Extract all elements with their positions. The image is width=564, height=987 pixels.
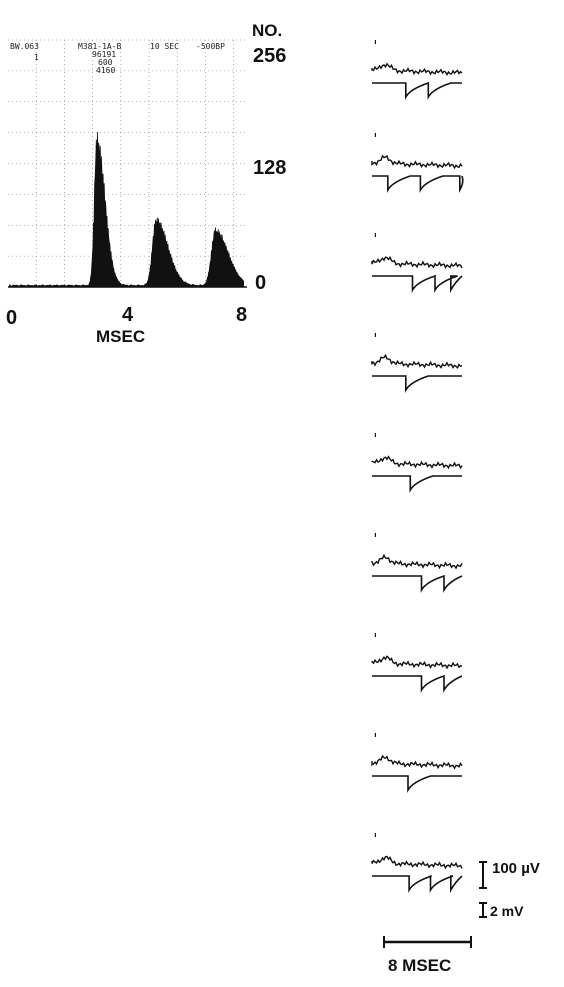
scale-label-voltage-lower: 2 mV (490, 903, 524, 919)
upper-trace (371, 154, 463, 170)
upper-trace (371, 553, 463, 570)
lower-trace (372, 81, 462, 101)
header-left-sub: 1 (34, 53, 39, 62)
histogram-area (9, 132, 244, 288)
y-tick-128: 128 (253, 157, 287, 179)
upper-trace (371, 754, 463, 770)
upper-trace (371, 655, 463, 670)
lower-trace (372, 674, 463, 694)
lower-trace (372, 175, 464, 194)
x-tick-4: 4 (122, 304, 134, 326)
histogram-svg (8, 39, 247, 288)
scale-label-voltage-upper: 100 µV (492, 860, 540, 877)
x-tick-8: 8 (236, 304, 248, 326)
header-right-2: -500BP (196, 42, 225, 51)
upper-trace (371, 855, 463, 870)
upper-trace (371, 255, 463, 269)
lower-trace (372, 274, 463, 294)
header-center-sub-2: 600 (98, 58, 113, 67)
header-center: M381-1A-B (78, 42, 122, 51)
lower-trace (372, 475, 462, 494)
y-axis-unit: NO. (252, 21, 283, 40)
upper-trace (371, 455, 463, 470)
lower-trace (372, 775, 462, 794)
header-center-sub-3: 4160 (96, 66, 116, 75)
lower-trace (372, 875, 463, 894)
lower-trace (372, 375, 462, 394)
header-right-1: 10 SEC (150, 42, 179, 51)
upper-trace (371, 353, 463, 370)
y-tick-0: 0 (255, 272, 267, 294)
x-axis-unit: MSEC (96, 327, 146, 346)
x-tick-0: 0 (6, 307, 18, 329)
upper-trace (371, 62, 463, 77)
y-tick-256: 256 (253, 45, 287, 67)
scale-label-time: 8 MSEC (388, 956, 452, 975)
lower-trace (372, 574, 463, 594)
header-left: BW.063 (10, 42, 39, 51)
header-center-sub-1: 96191 (92, 50, 117, 59)
